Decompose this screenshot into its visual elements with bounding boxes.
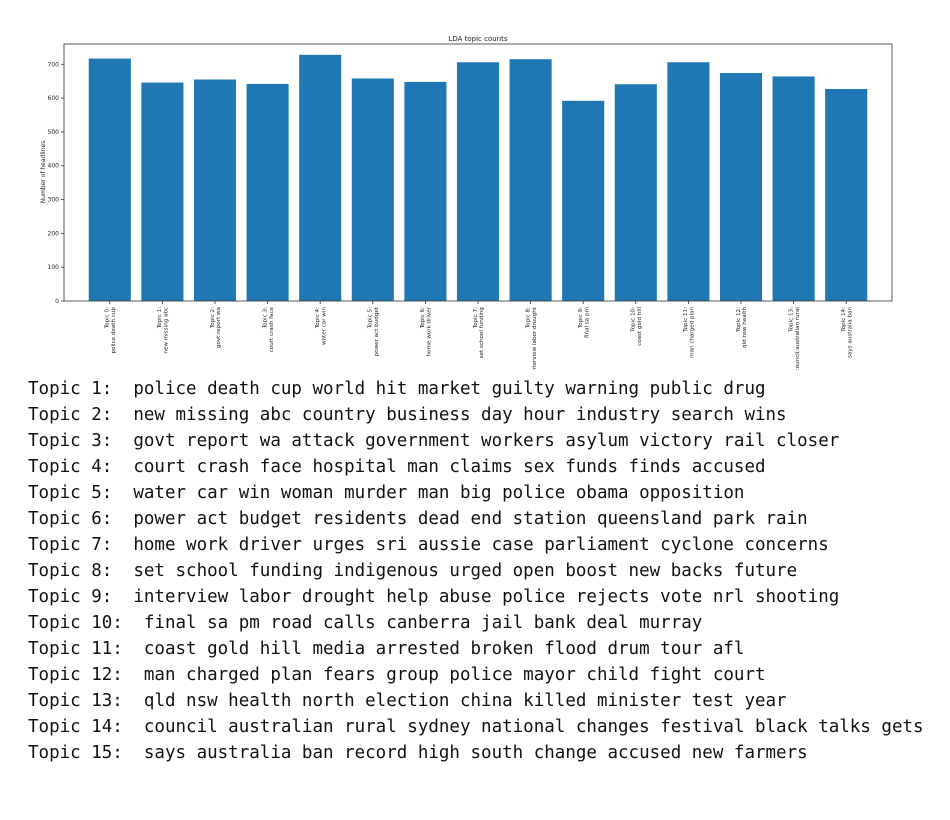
topic-line: Topic 4: court crash face hospital man c… (28, 457, 766, 477)
x-tick-labels: Topic 0: police death cup Topic 1: new miss… (105, 301, 853, 370)
x-tick-label-line: Topic 6: (420, 307, 426, 329)
bar (562, 100, 605, 302)
x-tick-label-line: home work driver (427, 306, 433, 356)
x-tick-label: Topic 11: man charged plan (683, 307, 695, 358)
x-tick-label-line: court crash face (269, 306, 275, 352)
bar (351, 78, 394, 302)
y-tick-label: 200 (48, 230, 60, 237)
y-tick-label: 0 (55, 298, 59, 305)
x-tick-label-line: Topic 13: (788, 307, 794, 333)
bar (193, 79, 237, 301)
x-tick-label-line: Topic 7: (473, 307, 479, 329)
x-tick-label: Topic 5: power act budget (368, 306, 380, 356)
topic-line: Topic 14: council australian rural sydne… (28, 717, 924, 737)
x-tick-label-line: Topic 8: (525, 307, 531, 329)
x-tick-label-line: Topic 2: (210, 307, 216, 329)
chart-title: LDA topic counts (448, 35, 507, 43)
y-axis-label: Number of headlines (40, 141, 47, 204)
topic-line: Topic 5: water car win woman murder man … (28, 483, 745, 503)
topic-line: Topic 9: interview labor drought help ab… (28, 587, 840, 607)
topic-line: Topic 15: says australia ban record high… (28, 743, 808, 763)
topic-line: Topic 1: police death cup world hit mark… (28, 379, 766, 399)
x-tick-label: Topic 10: coast gold hill (631, 307, 643, 346)
y-tick-label: 100 (48, 264, 60, 271)
bar (246, 83, 289, 301)
x-tick-label-line: Topic 11: (683, 307, 689, 333)
topic-line: Topic 3: govt report wa attack governmen… (28, 431, 840, 451)
y-tick-label: 400 (48, 163, 60, 170)
x-tick-label: Topic 14: says australia ban (841, 307, 853, 358)
x-tick-label-line: Topic 10: (631, 307, 637, 333)
x-tick-label-line: new missing abc (164, 307, 170, 354)
bar (772, 76, 815, 301)
bar (667, 62, 710, 301)
x-tick-label-line: says australia ban (847, 307, 853, 358)
bar (404, 81, 447, 301)
topic-line: Topic 7: home work driver urges sri auss… (28, 535, 829, 555)
x-tick-label-line: Topic 1: (157, 307, 163, 329)
topic-line: Topic 12: man charged plan fears group p… (28, 665, 766, 685)
x-tick-label-line: council australian rural (795, 307, 801, 370)
x-tick-label-line: qld nsw health (742, 307, 748, 348)
x-tick-label: Topic 0: police death cup (105, 307, 117, 354)
x-tick-label-line: Topic 12: (736, 307, 742, 333)
x-tick-label-line: man charged plan (690, 307, 696, 358)
x-tick-label-line: Topic 0: (105, 307, 111, 329)
y-tick-label: 600 (48, 95, 60, 102)
topic-line: Topic 10: final sa pm road calls canberr… (28, 613, 703, 633)
x-tick-label: Topic 7: set school funding (473, 307, 485, 359)
topic-line: Topic 6: power act budget residents dead… (28, 509, 808, 529)
x-tick-label-line: water car win (321, 307, 327, 345)
bar (88, 58, 131, 302)
x-tick-label: Topic 2: govt report wa (210, 307, 222, 348)
bar-chart: LDA topic counts Number of headlines 0 10… (40, 35, 893, 370)
x-tick-label: Topic 6: home work driver (420, 306, 432, 356)
x-tick-label-line: govt report wa (216, 307, 222, 348)
x-tick-label-line: coast gold hill (637, 307, 643, 346)
x-tick-label: Topic 4: water car win (315, 307, 327, 345)
x-tick-label-line: Topic 4: (315, 307, 321, 329)
x-tick-label: Topic 13: council australian rural (788, 307, 800, 370)
bar (825, 88, 868, 301)
y-tick-label: 500 (48, 129, 60, 136)
x-tick-label-line: Topic 14: (841, 307, 847, 333)
topic-line: Topic 2: new missing abc country busines… (28, 405, 787, 425)
x-tick-label: Topic 12: qld nsw health (736, 307, 748, 348)
topic-line: Topic 11: coast gold hill media arrested… (28, 639, 745, 659)
x-tick-label-line: Topic 3: (262, 307, 268, 329)
topic-line: Topic 13: qld nsw health north election … (28, 691, 787, 711)
x-tick-label-line: Topic 5: (368, 307, 374, 329)
x-tick-label-line: police death cup (111, 307, 117, 354)
y-tick-label: 300 (48, 197, 60, 204)
bar (299, 54, 342, 302)
y-ticks: 0 100 200 300 400 500 600 700 (48, 61, 64, 305)
x-tick-label: Topic 9: final sa pm (578, 307, 590, 338)
bar (509, 59, 552, 302)
bars (88, 54, 868, 302)
bar (719, 73, 763, 302)
x-tick-label-line: interview labor drought (532, 306, 538, 370)
x-tick-label: Topic 8: interview labor drought (525, 306, 537, 370)
y-tick-label: 700 (48, 61, 60, 68)
x-tick-label: Topic 1: new missing abc (157, 307, 169, 354)
x-tick-label-line: Topic 9: (578, 307, 584, 329)
x-tick-label-line: power act budget (374, 306, 380, 356)
topic-keywords-list: Topic 1: police death cup world hit mark… (28, 376, 928, 766)
bar (456, 62, 500, 301)
x-tick-label-line: set school funding (479, 307, 485, 359)
topic-line: Topic 8: set school funding indigenous u… (28, 561, 798, 581)
x-tick-label-line: final sa pm (584, 307, 590, 338)
bar (614, 84, 657, 302)
x-tick-label: Topic 3: court crash face (262, 306, 274, 352)
bar (141, 82, 184, 301)
